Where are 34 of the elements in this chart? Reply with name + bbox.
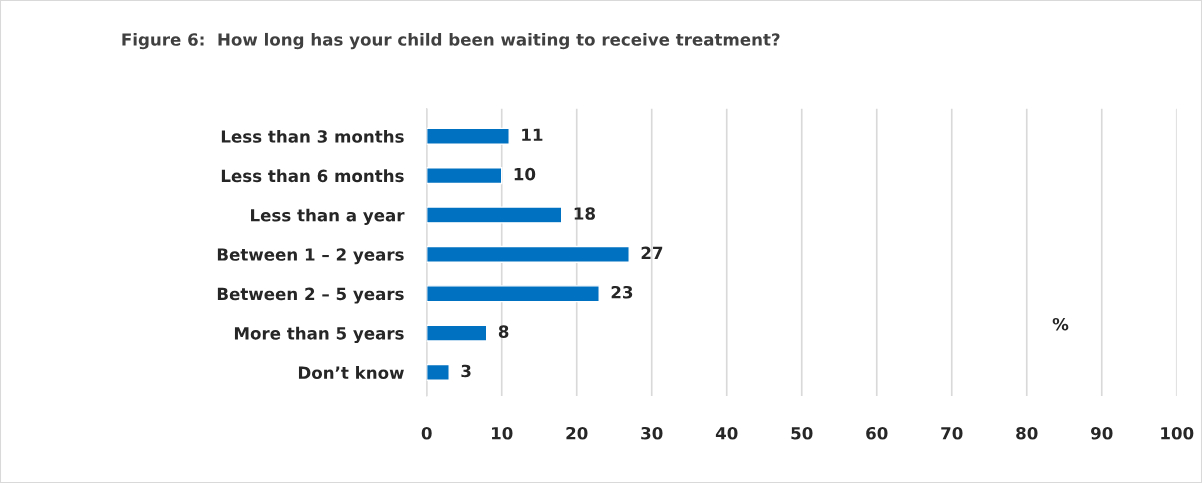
bar	[426, 127, 510, 145]
x-tick-label: 100	[1161, 426, 1194, 440]
x-tick-label: 50	[791, 426, 813, 440]
bar	[426, 285, 600, 303]
data-label: 3	[461, 364, 471, 378]
y-tick-label: Less than 3 months	[221, 129, 404, 143]
bar	[426, 363, 450, 382]
x-tick-label: 80	[1016, 426, 1038, 440]
data-label: 23	[611, 285, 633, 299]
data-label: 11	[522, 128, 543, 141]
y-tick-label: More than 5 years	[234, 326, 404, 343]
bar	[426, 245, 630, 263]
y-tick-label: Less than a year	[251, 208, 405, 225]
y-tick-label: Between 2 – 5 years	[217, 287, 404, 304]
y-tick-label: Don’t know	[298, 366, 404, 380]
data-label: 8	[498, 325, 509, 338]
x-tick-label: 20	[566, 426, 588, 440]
x-tick-label: 0	[421, 426, 432, 440]
bar	[426, 206, 563, 224]
bar	[426, 167, 503, 185]
y-tick-label: Between 1 – 2 years	[217, 248, 404, 265]
x-tick-label: 60	[866, 426, 888, 440]
x-axis-title: %	[1052, 317, 1069, 331]
bar	[426, 324, 488, 342]
chart-title: Figure 6: How long has your child been waiting to receive treatment?	[122, 32, 780, 50]
y-tick-label: Less than 6 months	[221, 169, 404, 183]
x-tick-label: 40	[715, 426, 738, 440]
x-tick-label: 30	[641, 426, 663, 440]
x-tick-label: 70	[941, 426, 963, 440]
data-label: 18	[574, 207, 595, 220]
data-label: 27	[641, 246, 663, 259]
data-label: 10	[514, 167, 536, 181]
x-tick-label: 90	[1091, 426, 1113, 440]
x-tick-label: 10	[492, 426, 513, 440]
